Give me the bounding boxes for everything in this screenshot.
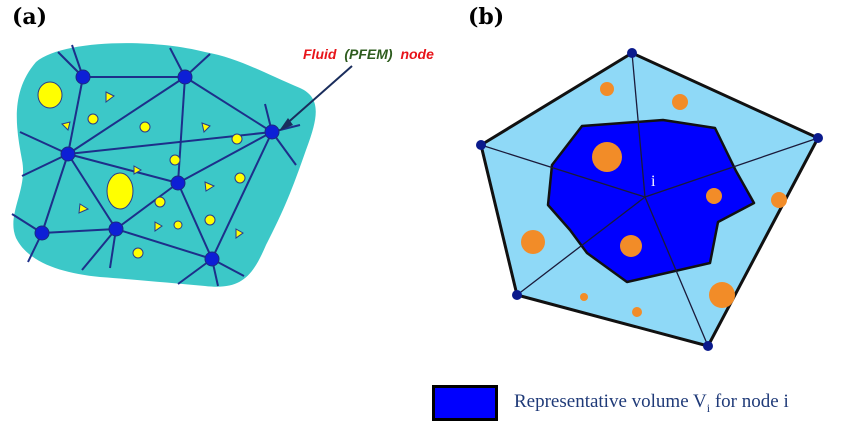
particle-dot [154, 196, 166, 208]
mesh-node [75, 69, 91, 85]
annotation-word-pfem: (PFEM) [344, 46, 393, 62]
legend-text-before: Representative volume V [514, 390, 707, 412]
particle-dot [139, 121, 151, 133]
mesh-node [34, 225, 50, 241]
legend-text: Representative volume Vi for node i [514, 391, 789, 416]
legend: Representative volume Vi for node i [432, 385, 789, 421]
mesh-edges [11, 44, 301, 287]
mesh-node-fluid-pfem [264, 124, 280, 140]
panel-b-diagram: i [476, 48, 823, 351]
panel-a-diagram: Fluid (PFEM) node [11, 43, 434, 287]
particle-triangle [133, 165, 143, 175]
annotation-word-fluid: Fluid [303, 46, 337, 62]
legend-subscript: i [706, 400, 711, 415]
mesh-node [108, 221, 124, 237]
orange-particle [706, 188, 722, 204]
outer-node [703, 341, 713, 351]
annotation-word-node: node [400, 46, 434, 62]
legend-swatch [432, 385, 498, 421]
panel-b-label: (b) [468, 4, 505, 30]
orange-particle [709, 282, 735, 308]
particles [37, 81, 246, 259]
panel-a-label: (a) [12, 4, 48, 30]
orange-particle [771, 192, 787, 208]
particle-dot [173, 220, 183, 230]
fluid-domain-blob [13, 43, 316, 287]
element-edges [480, 52, 819, 347]
outer-node [627, 48, 637, 58]
particle-triangle [235, 228, 244, 239]
particle-dot [87, 113, 99, 125]
mesh-nodes [34, 69, 280, 267]
particle-dot [234, 172, 246, 184]
outer-node [476, 140, 486, 150]
mesh-node [60, 146, 76, 162]
mesh-node [204, 251, 220, 267]
particle-triangle [201, 122, 211, 133]
particle-triangle [78, 203, 90, 214]
orange-particle [632, 307, 642, 317]
orange-particle [592, 142, 622, 172]
orange-particle [672, 94, 688, 110]
particle-triangle [61, 121, 71, 131]
particle-dot [132, 247, 144, 259]
particle-triangle [204, 181, 216, 192]
outer-node [813, 133, 823, 143]
mesh-node [177, 69, 193, 85]
outer-nodes [476, 48, 823, 351]
center-node-label: i [651, 173, 656, 190]
particle-dot [204, 214, 216, 226]
particle-triangle [154, 221, 163, 232]
orange-particle [620, 235, 642, 257]
legend-text-after: for node i [710, 390, 789, 412]
orange-particle [521, 230, 545, 254]
particle-dot [231, 133, 243, 145]
particle-ellipse-large [106, 172, 134, 210]
annotation-arrow [279, 65, 353, 131]
orange-particle [580, 293, 588, 301]
particle-triangle [105, 91, 115, 103]
mesh-node [170, 175, 186, 191]
outer-node [512, 290, 522, 300]
fluid-pfem-node-annotation: Fluid (PFEM) node [303, 46, 434, 62]
orange-particle [600, 82, 614, 96]
particle-dot [169, 154, 181, 166]
particle-ellipse-large [37, 81, 63, 109]
orange-particles [521, 82, 787, 317]
